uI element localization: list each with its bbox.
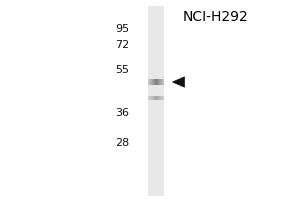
Bar <box>149 79 150 85</box>
Bar <box>154 79 155 85</box>
Bar <box>148 96 149 100</box>
Bar <box>150 79 151 85</box>
Text: NCI-H292: NCI-H292 <box>183 10 249 24</box>
Bar <box>150 96 151 100</box>
Text: 28: 28 <box>115 138 129 148</box>
Polygon shape <box>172 77 184 87</box>
Bar <box>160 79 161 85</box>
Bar <box>149 96 150 100</box>
Bar <box>154 96 155 100</box>
Bar <box>151 96 152 100</box>
Bar <box>159 96 160 100</box>
Bar <box>152 96 153 100</box>
Bar <box>158 96 159 100</box>
Bar <box>152 79 153 85</box>
Text: 55: 55 <box>115 65 129 75</box>
Text: 95: 95 <box>115 24 129 34</box>
Bar <box>161 79 162 85</box>
Bar <box>157 79 158 85</box>
Bar <box>155 79 156 85</box>
Bar <box>156 79 157 85</box>
Bar <box>160 96 161 100</box>
Bar <box>159 79 160 85</box>
Bar <box>161 96 162 100</box>
Bar <box>158 79 159 85</box>
Bar <box>162 96 163 100</box>
Bar <box>163 96 164 100</box>
Text: 72: 72 <box>115 40 129 50</box>
Bar <box>153 96 154 100</box>
Bar <box>157 96 158 100</box>
Bar <box>151 79 152 85</box>
Bar <box>156 96 157 100</box>
Bar <box>153 79 154 85</box>
Text: 36: 36 <box>115 108 129 118</box>
Bar <box>155 96 156 100</box>
Bar <box>148 79 149 85</box>
Bar <box>148 6 164 196</box>
Bar <box>162 79 163 85</box>
Bar <box>163 79 164 85</box>
